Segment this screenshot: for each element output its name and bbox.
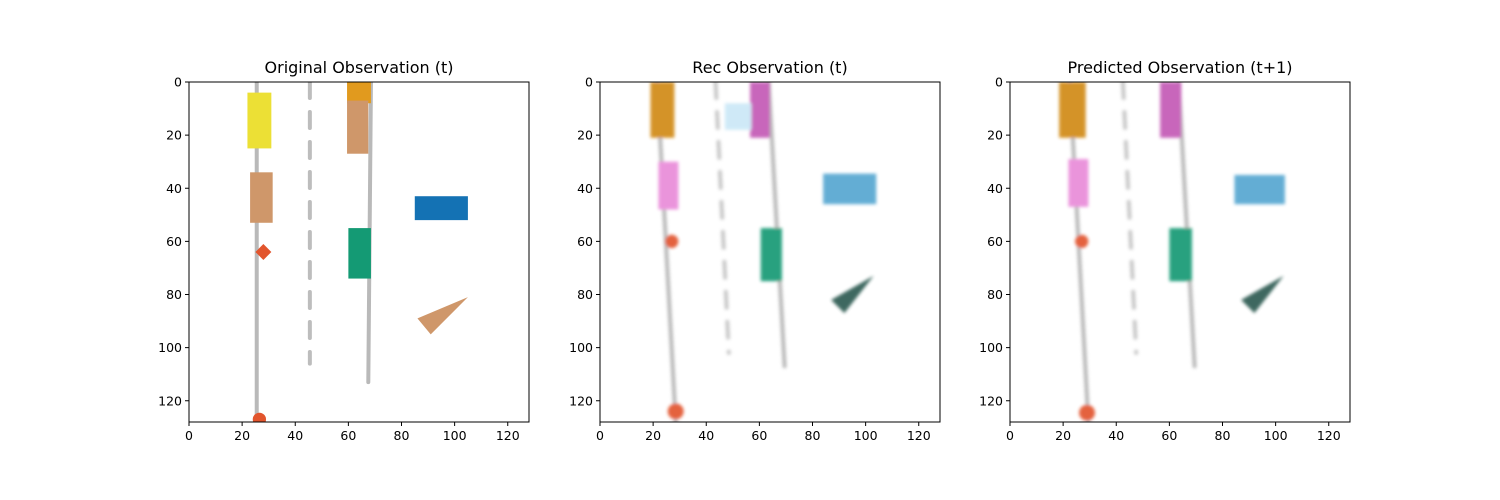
y-tick-label: 0	[995, 75, 1003, 90]
y-tick-label: 0	[174, 75, 182, 90]
green-vehicle	[348, 228, 371, 279]
x-tick-label: 40	[287, 428, 303, 443]
y-tick-label: 100	[569, 340, 593, 355]
right-road-line	[766, 82, 787, 369]
x-tick-label: 20	[645, 428, 661, 443]
x-tick-label: 100	[443, 428, 467, 443]
tan-vehicle-left	[250, 172, 273, 223]
y-tick-label: 80	[577, 287, 593, 302]
orange-vehicle	[650, 82, 675, 138]
y-tick-label: 20	[987, 128, 1003, 143]
image-content	[1059, 82, 1285, 422]
blue-vehicle	[414, 196, 468, 221]
y-tick-label: 80	[166, 287, 182, 302]
magenta-vehicle	[750, 82, 770, 138]
pink-vehicle	[1068, 159, 1089, 207]
x-tick-label: 40	[698, 428, 714, 443]
panel-1: Original Observation (t) 0 20 40 60 80 100 120 0…	[158, 58, 530, 443]
center-dashed-line	[1120, 82, 1139, 355]
red-dot-bottom	[667, 403, 684, 420]
blue-vehicle	[1234, 174, 1285, 205]
y-tick-label: 20	[577, 128, 593, 143]
dark-green-triangle	[1241, 275, 1284, 314]
y-tick-label: 40	[166, 181, 182, 196]
red-dot	[1075, 234, 1089, 249]
axes-frame	[1009, 81, 1351, 423]
image-content	[650, 82, 877, 422]
magenta-vehicle	[1160, 82, 1182, 138]
y-tick-label: 80	[987, 287, 1003, 302]
y-tick-label: 120	[158, 393, 182, 408]
axes-frame	[188, 81, 530, 423]
panel-2: Rec Observation (t) 0 20 40 60 80 100 120 0 20 40 6…	[569, 58, 941, 443]
x-tick-label: 20	[234, 428, 250, 443]
x-tick-label: 100	[1264, 428, 1288, 443]
x-tick-label: 60	[340, 428, 356, 443]
y-tick-label: 60	[166, 234, 182, 249]
x-tick-label: 120	[907, 428, 931, 443]
blue-vehicle	[823, 173, 877, 205]
y-tick-label: 100	[158, 340, 182, 355]
image-content	[247, 82, 468, 422]
red-dot-bottom	[252, 412, 267, 422]
orange-vehicle	[1059, 82, 1086, 138]
axes-frame	[599, 81, 941, 423]
panel-3: Predicted Observation (t+1) 0 20 40 60 80 100 1…	[979, 58, 1351, 443]
x-tick-label: 40	[1108, 428, 1124, 443]
panel-title: Rec Observation (t)	[692, 58, 847, 77]
tan-triangle	[417, 297, 468, 335]
y-tick-label: 100	[979, 340, 1003, 355]
center-dashed-line	[713, 82, 731, 355]
y-tick-label: 20	[166, 128, 182, 143]
left-road-line	[1067, 82, 1091, 422]
x-tick-label: 60	[1161, 428, 1177, 443]
tan-vehicle-top	[347, 100, 369, 154]
red-diamond	[255, 244, 272, 260]
x-tick-label: 0	[185, 428, 193, 443]
x-tick-label: 0	[1006, 428, 1014, 443]
y-tick-label: 40	[577, 181, 593, 196]
panel-title: Predicted Observation (t+1)	[1067, 58, 1292, 77]
faint-cyan-blob	[724, 103, 752, 130]
x-tick-label: 80	[805, 428, 821, 443]
x-tick-label: 100	[854, 428, 878, 443]
x-tick-label: 20	[1055, 428, 1071, 443]
y-tick-label: 120	[569, 393, 593, 408]
x-tick-label: 0	[596, 428, 604, 443]
x-tick-label: 120	[496, 428, 520, 443]
panel-title: Original Observation (t)	[265, 58, 454, 77]
green-vehicle	[760, 228, 782, 282]
dark-green-triangle	[831, 275, 874, 314]
pink-vehicle	[658, 161, 679, 210]
x-tick-label: 80	[394, 428, 410, 443]
y-tick-label: 0	[585, 75, 593, 90]
orange-vehicle	[347, 82, 371, 104]
y-tick-label: 60	[577, 234, 593, 249]
y-tick-label: 40	[987, 181, 1003, 196]
yellow-vehicle	[247, 92, 272, 149]
y-tick-label: 60	[987, 234, 1003, 249]
x-tick-label: 80	[1215, 428, 1231, 443]
green-vehicle	[1169, 228, 1192, 282]
x-tick-label: 60	[751, 428, 767, 443]
red-dot-bottom	[1079, 404, 1095, 421]
left-road-line	[655, 82, 678, 422]
y-tick-label: 120	[979, 393, 1003, 408]
x-tick-label: 120	[1317, 428, 1341, 443]
red-dot	[665, 234, 679, 249]
